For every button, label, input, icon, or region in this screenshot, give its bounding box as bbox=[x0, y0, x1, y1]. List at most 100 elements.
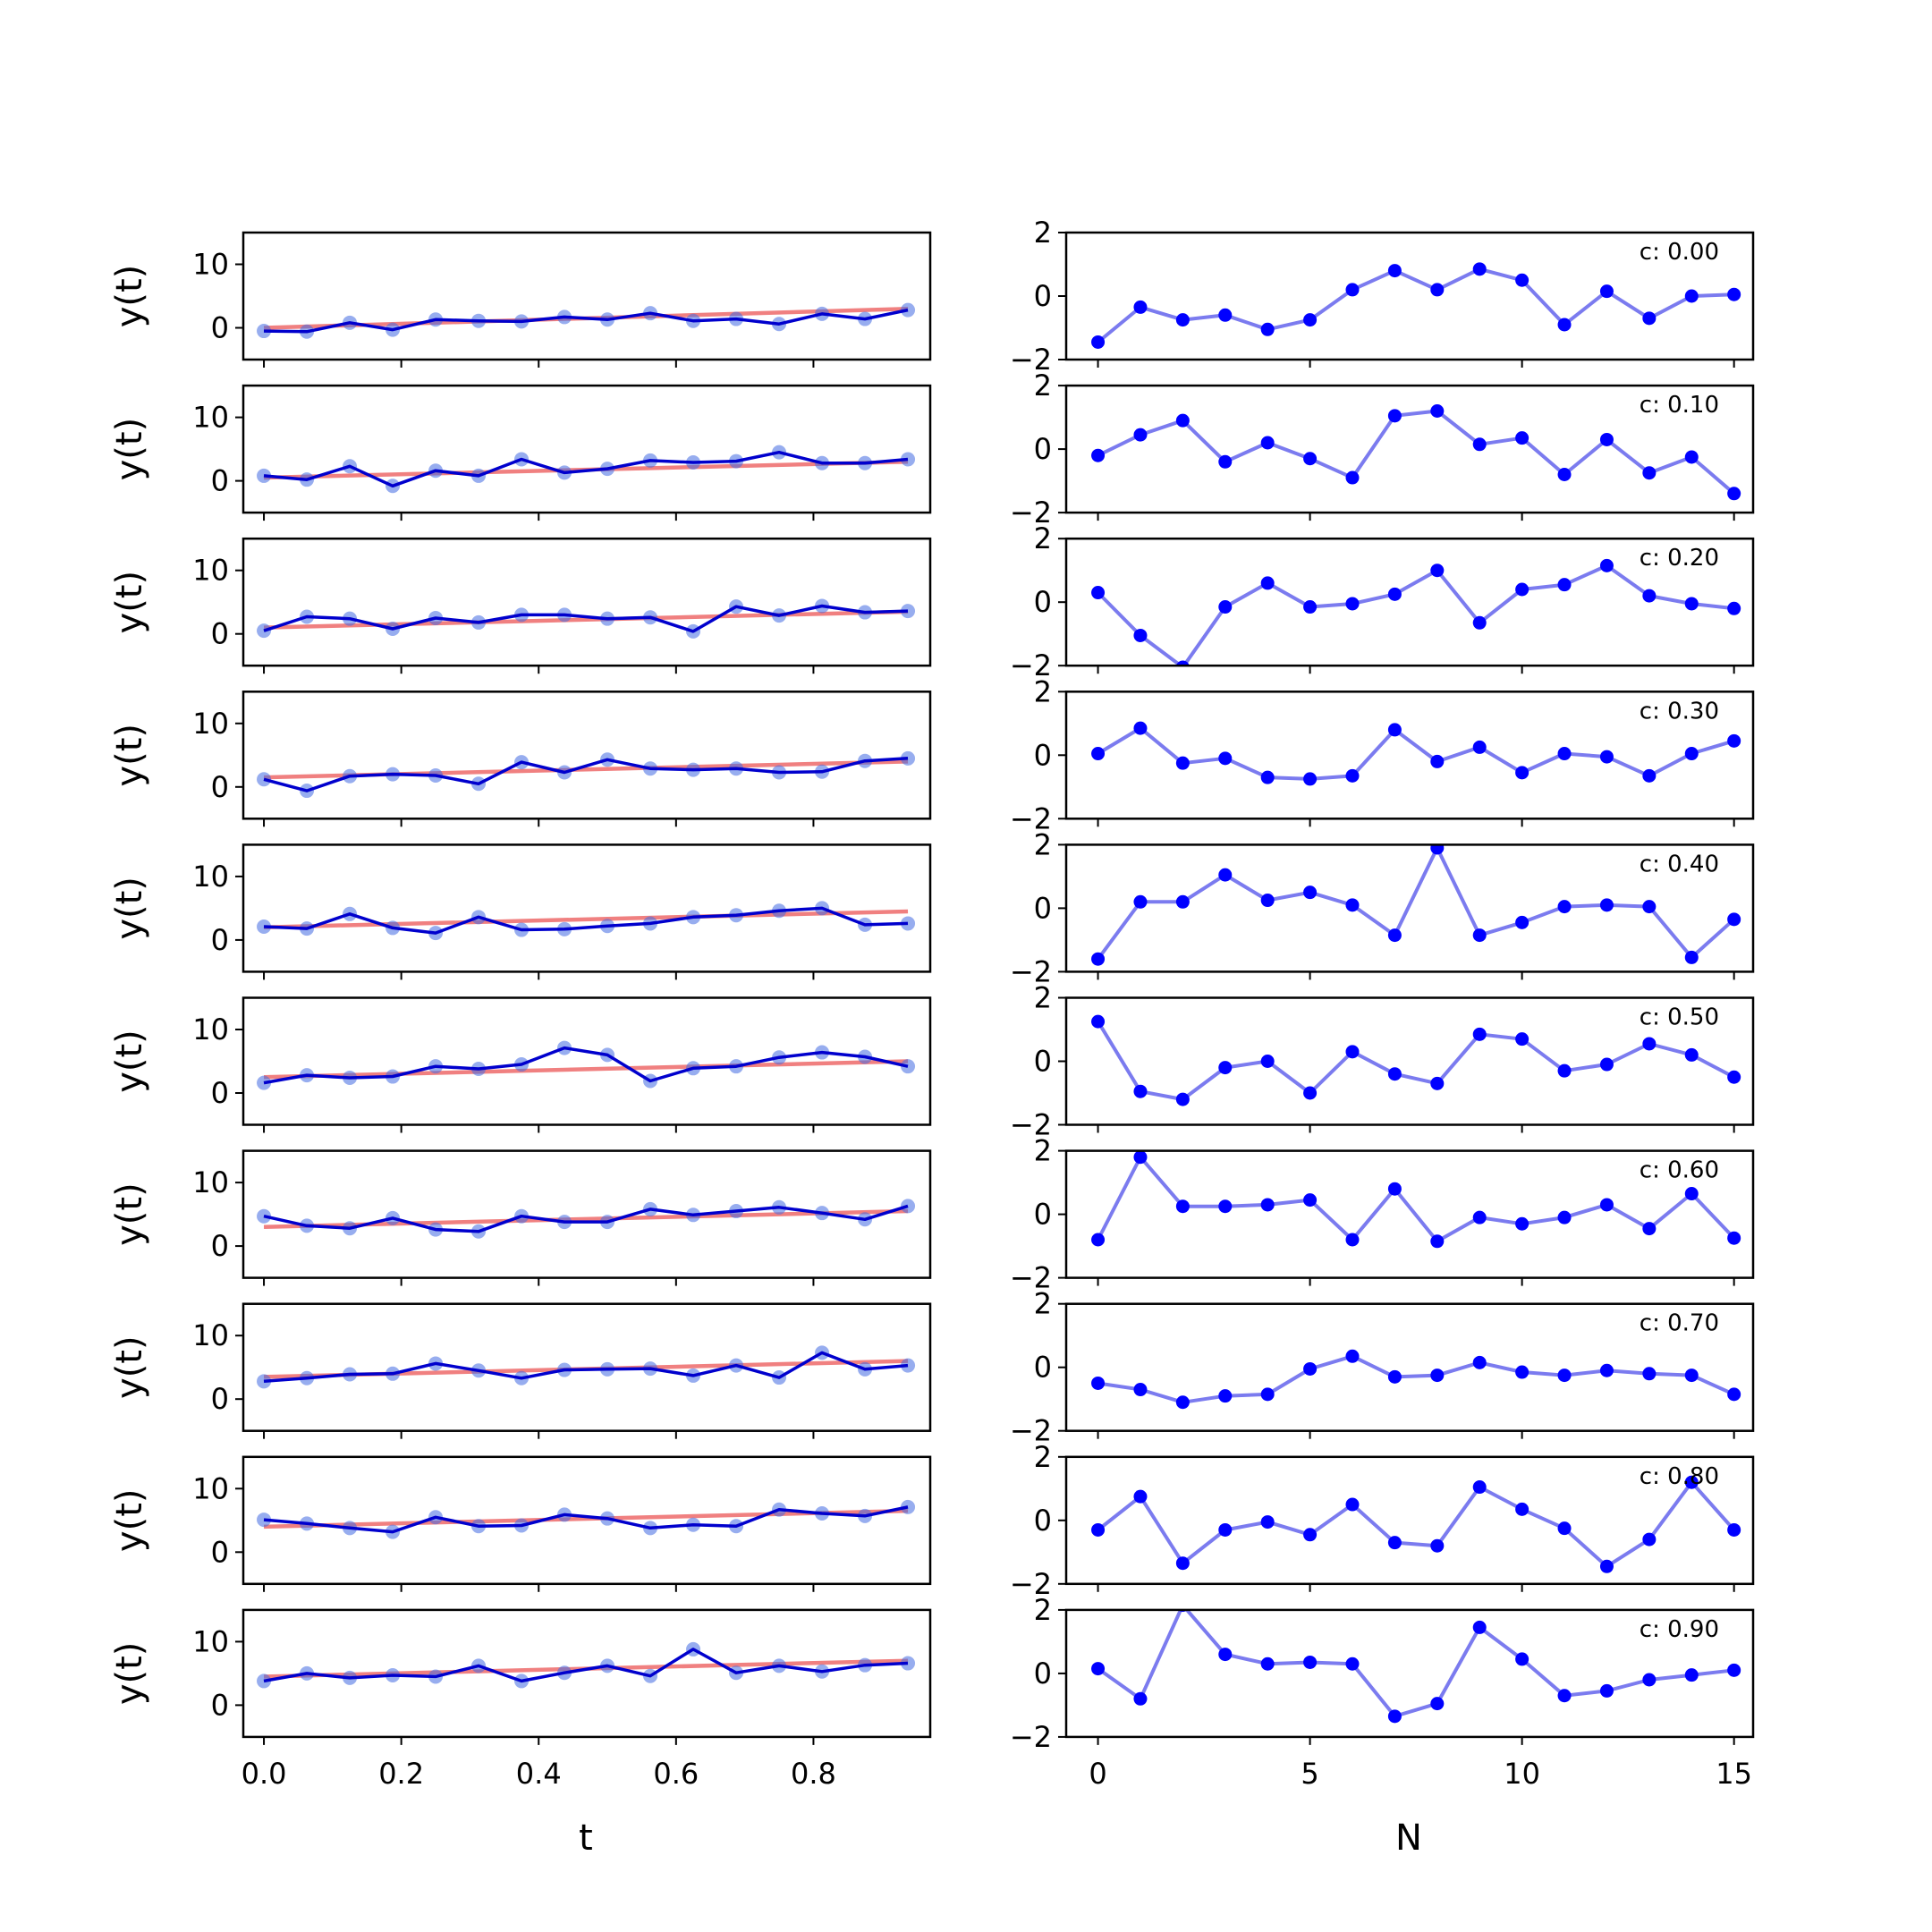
y-tick-label: 0 bbox=[211, 1688, 229, 1722]
right-subplot-4: c: 0.40 −2 0 2 bbox=[1010, 827, 1755, 988]
y-tick-label: −2 bbox=[1010, 1720, 1052, 1754]
y-tick-label: 0 bbox=[1034, 1657, 1052, 1690]
x-tick-label: 5 bbox=[1301, 1757, 1318, 1791]
noise-point bbox=[1642, 589, 1657, 603]
x-tick-label: 0.8 bbox=[791, 1757, 836, 1791]
right-x-axis-label: N bbox=[1395, 1818, 1422, 1859]
y-tick-label: 2 bbox=[1034, 981, 1052, 1015]
y-tick-label: 0 bbox=[1034, 738, 1052, 772]
noise-point bbox=[1345, 1349, 1360, 1363]
right-subplot-5: c: 0.50 −2 0 2 bbox=[1010, 981, 1755, 1142]
noise-point bbox=[1472, 1620, 1487, 1634]
noise-point bbox=[1303, 1086, 1318, 1100]
left-plot-area bbox=[257, 445, 916, 494]
noise-point bbox=[1260, 770, 1275, 784]
trend-line bbox=[263, 909, 909, 929]
noise-point bbox=[1218, 1199, 1233, 1214]
left-panels: 0 10 y(t) 0 10 y(t) 0 10 y(t) 0 10 y(t) 0 10 y(t) 0 10 y(… bbox=[109, 231, 932, 1791]
noise-point bbox=[1684, 1668, 1699, 1682]
noise-point bbox=[1303, 886, 1318, 900]
noise-point bbox=[1515, 273, 1530, 287]
y-tick-label: 0 bbox=[1034, 1351, 1052, 1385]
noise-point bbox=[1260, 1198, 1275, 1212]
noise-point bbox=[1133, 628, 1148, 642]
noise-point bbox=[1515, 1216, 1530, 1231]
y-tick-label: 0 bbox=[1034, 432, 1052, 466]
noise-point bbox=[1684, 450, 1699, 464]
c-value-annotation: c: 0.50 bbox=[1640, 1004, 1719, 1031]
y-tick-label: 2 bbox=[1034, 1134, 1052, 1168]
noise-point bbox=[1430, 844, 1445, 855]
y-tick-label: 2 bbox=[1034, 369, 1052, 402]
noise-point bbox=[1387, 1067, 1402, 1081]
noise-point bbox=[1515, 1652, 1530, 1666]
y-tick-label: 0 bbox=[211, 617, 229, 651]
axes-frame bbox=[242, 1149, 932, 1279]
noise-point bbox=[1642, 311, 1657, 326]
noise-point bbox=[1387, 1709, 1402, 1724]
noise-point bbox=[1472, 740, 1487, 754]
noise-point bbox=[1218, 454, 1233, 469]
noise-point bbox=[1387, 1182, 1402, 1196]
y-tick-label: 2 bbox=[1034, 216, 1052, 250]
noise-point bbox=[1345, 898, 1360, 912]
left-subplot-6: 0 10 y(t) bbox=[109, 1149, 932, 1286]
x-tick-label: 0.4 bbox=[516, 1757, 562, 1791]
noise-point bbox=[1599, 1683, 1614, 1698]
noise-point bbox=[1133, 721, 1148, 735]
noise-point bbox=[1642, 1673, 1657, 1687]
series-line bbox=[263, 1204, 909, 1233]
noise-point bbox=[1175, 313, 1190, 327]
noise-point bbox=[1557, 747, 1572, 761]
noise-point bbox=[1684, 950, 1699, 964]
right-plot-area bbox=[1091, 844, 1741, 966]
noise-point bbox=[1642, 1037, 1657, 1051]
right-subplot-2: c: 0.20 −2 0 2 bbox=[1010, 521, 1755, 682]
noise-point bbox=[1727, 1387, 1741, 1402]
noise-line bbox=[1097, 1354, 1735, 1404]
noise-point bbox=[1091, 1014, 1106, 1029]
series-line bbox=[263, 1046, 909, 1085]
axes-frame bbox=[242, 1302, 932, 1432]
c-value-annotation: c: 0.90 bbox=[1640, 1616, 1719, 1643]
right-subplot-1: c: 0.10 −2 0 2 bbox=[1010, 369, 1755, 530]
y-tick-label: 2 bbox=[1034, 1593, 1052, 1627]
noise-point bbox=[1303, 452, 1318, 466]
noise-point bbox=[1430, 1234, 1445, 1249]
noise-point bbox=[1430, 1697, 1445, 1711]
noise-point bbox=[1642, 900, 1657, 914]
y-tick-label: 0 bbox=[211, 311, 229, 345]
noise-point bbox=[1133, 300, 1148, 314]
noise-point bbox=[1133, 1383, 1148, 1397]
left-plot-area bbox=[257, 302, 916, 339]
noise-point bbox=[1345, 1233, 1360, 1247]
noise-point bbox=[1091, 1522, 1106, 1537]
noise-point bbox=[1091, 1662, 1106, 1676]
left-plot-area bbox=[257, 1641, 916, 1689]
y-tick-label: 0 bbox=[211, 1382, 229, 1416]
noise-point bbox=[1345, 1657, 1360, 1671]
left-subplot-8: 0 10 y(t) bbox=[109, 1455, 932, 1592]
x-tick-label: 10 bbox=[1504, 1757, 1540, 1791]
noise-point bbox=[1557, 1521, 1572, 1536]
c-value-annotation: c: 0.60 bbox=[1640, 1157, 1719, 1184]
x-tick-label: 15 bbox=[1716, 1757, 1752, 1791]
noise-point bbox=[1599, 898, 1614, 912]
series-line bbox=[263, 450, 909, 488]
c-value-annotation: c: 0.70 bbox=[1640, 1310, 1719, 1337]
noise-point bbox=[1599, 750, 1614, 764]
y-tick-label: 0 bbox=[1034, 1045, 1052, 1079]
noise-point bbox=[1260, 1055, 1275, 1068]
noise-point bbox=[1175, 1092, 1190, 1106]
data-point bbox=[901, 1499, 916, 1514]
y-tick-label: 0 bbox=[211, 1535, 229, 1569]
data-point bbox=[901, 452, 916, 467]
noise-line bbox=[1096, 846, 1736, 961]
noise-point bbox=[1430, 754, 1445, 768]
y-tick-label: 10 bbox=[192, 707, 229, 741]
noise-point bbox=[1091, 952, 1106, 966]
y-tick-label: 10 bbox=[192, 1471, 229, 1505]
axes-frame bbox=[242, 384, 932, 514]
left-subplot-4: 0 10 y(t) bbox=[109, 843, 932, 980]
